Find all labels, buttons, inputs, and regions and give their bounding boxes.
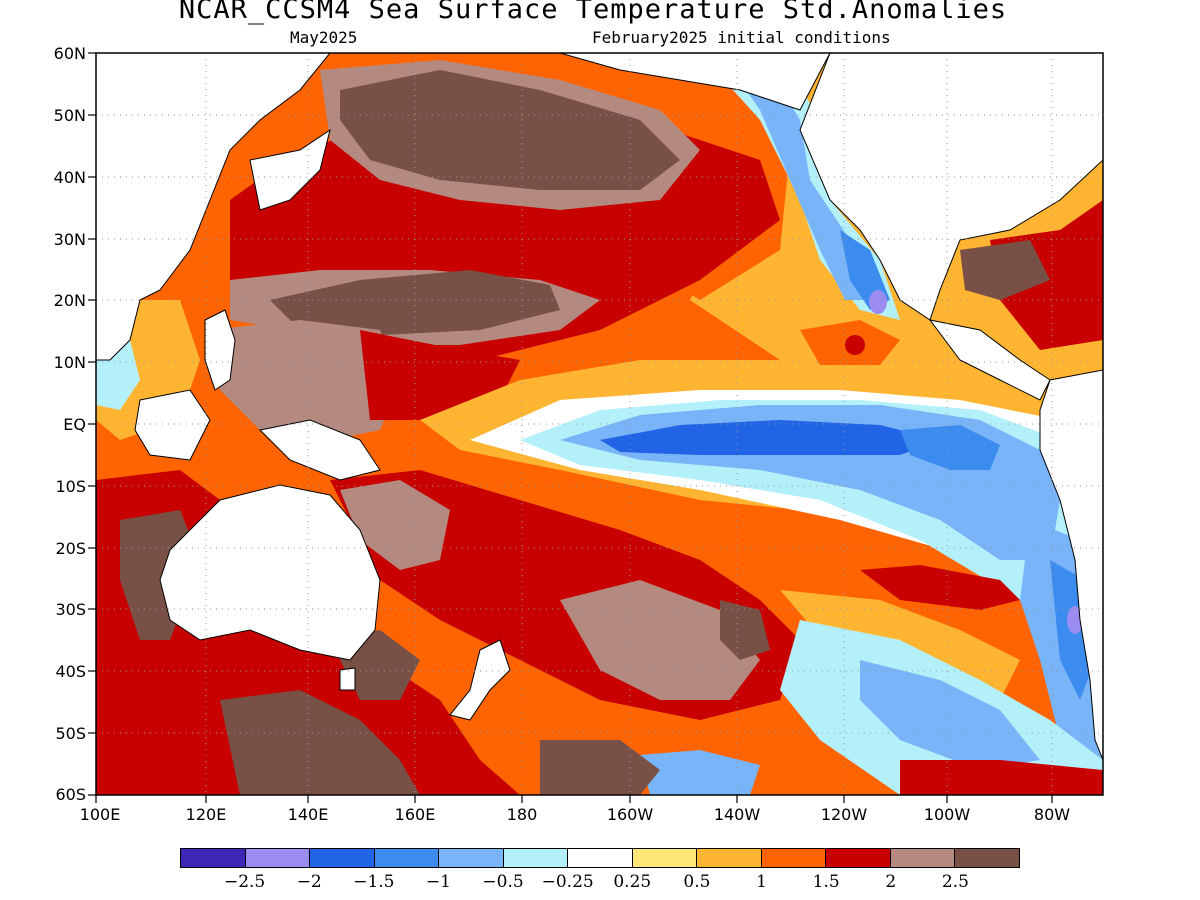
colorbar-label: 1.5 (812, 872, 840, 892)
forecast-month: May2025 (290, 28, 358, 47)
lon-label: 140W (713, 805, 761, 824)
region-southern-ocean-warm (900, 760, 1103, 795)
colorbar-label: −1 (425, 872, 451, 892)
initial-conditions: February2025 initial conditions (592, 28, 891, 47)
region-north-pacific-warm-blob (270, 270, 560, 335)
lat-label: EQ (63, 415, 86, 434)
land-central-america (928, 319, 1051, 401)
colorbar-label: −2 (296, 872, 322, 892)
lon-label: 160W (606, 805, 654, 824)
map-title: NCAR_CCSM4 Sea Surface Temperature Std.A… (178, 0, 1008, 25)
region-north-pacific-warm-blob (340, 70, 680, 190)
lon-label: 160E (394, 805, 436, 824)
land-alaska (559, 53, 831, 111)
region-equatorial-cold-tongue (640, 750, 760, 795)
colorbar-swatch (310, 849, 375, 867)
lat-label: 20S (55, 539, 86, 558)
colorbar-swatch (761, 849, 827, 867)
colorbar-swatch (955, 849, 1019, 867)
colorbar-label: 2.5 (941, 872, 969, 892)
colorbar-swatch (568, 849, 633, 867)
colorbar-label: 0.5 (683, 872, 711, 892)
colorbar-label: −0.5 (482, 872, 524, 892)
land-asia (96, 53, 331, 361)
colorbar-swatch (890, 849, 956, 867)
colorbar-swatch (181, 849, 246, 867)
region-california-coast-cool (840, 230, 890, 310)
colorbar (180, 848, 1020, 868)
region-equatorial-cold-core (600, 420, 940, 455)
region-west-pacific-warm-pool (210, 320, 400, 440)
land-borneo (134, 389, 211, 461)
region-equatorial-cold-tongue (860, 660, 1040, 770)
lat-label: 10N (53, 353, 86, 372)
land-philippines (204, 309, 236, 391)
lat-label: 30S (55, 600, 86, 619)
colorbar-swatch (632, 849, 698, 867)
region-southern-ocean-warm (220, 690, 420, 795)
colorbar-label: −0.25 (541, 872, 594, 892)
lat-label: 60S (55, 785, 86, 804)
lon-label: 100E (79, 805, 121, 824)
colorbar-label: −1.5 (353, 872, 395, 892)
lon-label: 140E (287, 805, 329, 824)
lon-label: 180 (506, 805, 538, 824)
region-north-pacific-warm-blob (960, 240, 1050, 300)
region-southern-ocean-warm (540, 740, 660, 795)
lon-label: 100W (923, 805, 971, 824)
lat-label: 40S (55, 662, 86, 681)
colorbar-swatch (826, 849, 891, 867)
colorbar-label: −2.5 (223, 872, 266, 892)
land-new-guinea (258, 419, 381, 481)
lat-label: 50S (55, 724, 86, 743)
colorbar-label: 0.25 (613, 872, 652, 892)
region-south-pacific-hotspot (560, 580, 760, 700)
colorbar-swatch (245, 849, 311, 867)
colorbar-swatch (439, 849, 504, 867)
land-new-zealand (449, 639, 511, 721)
colorbar-swatch (697, 849, 762, 867)
lat-label: 40N (53, 168, 86, 187)
region-equatorial-cold-tongue (900, 425, 1000, 470)
lat-label: 30N (53, 230, 86, 249)
region-california-coast-cool (720, 53, 870, 300)
colorbar-label: 2 (885, 872, 897, 892)
land-south-america (1039, 369, 1103, 761)
region-subtropical-north-pacific (845, 335, 865, 355)
region-southern-ocean-warm (720, 600, 770, 660)
colorbar-swatch (374, 849, 440, 867)
graticule (96, 53, 1103, 795)
lat-label: 10S (55, 477, 86, 496)
lon-label: 80W (1033, 805, 1071, 824)
land-north-america (799, 53, 1103, 321)
lat-label: 60N (53, 44, 86, 63)
axis-ticks (88, 52, 1053, 803)
region-california-coast-cool (869, 290, 887, 314)
colorbar-label: 1 (756, 872, 767, 892)
land-australia (159, 484, 381, 661)
lat-label: 20N (53, 291, 86, 310)
land-japan (249, 128, 331, 211)
lat-label: 50N (53, 106, 86, 125)
lon-label: 120E (185, 805, 227, 824)
land-tasmania (339, 667, 356, 691)
lon-label: 120W (820, 805, 868, 824)
colorbar-swatch (503, 849, 569, 867)
region-south-pacific-hotspot (340, 480, 450, 570)
region-south-pacific-warm-band (860, 565, 1020, 610)
